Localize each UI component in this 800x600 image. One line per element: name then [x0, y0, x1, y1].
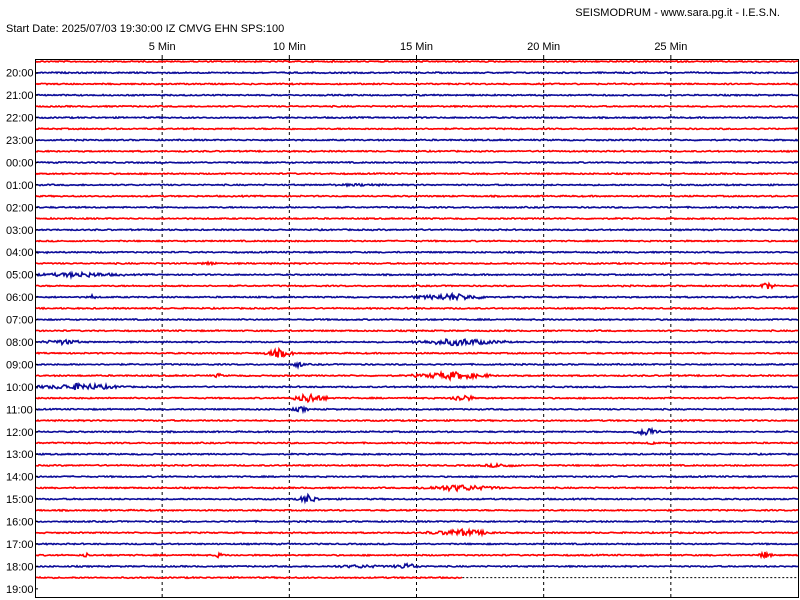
seismic-trace-row	[35, 291, 799, 302]
y-time-label: 13:00	[6, 449, 34, 461]
y-time-label: 03:00	[6, 225, 34, 237]
y-time-label: 09:00	[6, 359, 34, 371]
seismic-trace-row	[35, 418, 799, 423]
seismic-trace-row	[35, 59, 799, 64]
seismic-trace-row	[35, 104, 799, 109]
y-time-label: 07:00	[6, 315, 34, 327]
y-time-label: 19:00	[6, 584, 34, 596]
seismic-trace-row	[35, 328, 799, 333]
seismic-trace-row	[35, 281, 799, 290]
y-time-label: 17:00	[6, 539, 34, 551]
y-time-label: 20:00	[6, 68, 34, 80]
seismic-trace-row	[35, 426, 799, 437]
x-axis-ticks: 5 Min 10 Min 15 Min 20 Min 25 Min	[149, 41, 687, 60]
y-time-label: 02:00	[6, 202, 34, 214]
seismic-trace-row	[35, 508, 799, 513]
y-axis-time-labels: 20:00 21:00 22:00 23:00 00:00 01:00 02:00 03:00…	[6, 68, 38, 596]
x-tick-label: 10 Min	[273, 41, 306, 53]
seismic-trace-row	[35, 317, 799, 322]
x-tick-label: 20 Min	[527, 41, 560, 53]
seismic-trace-row	[35, 369, 799, 382]
seismic-trace-row	[35, 562, 799, 569]
y-time-label: 08:00	[6, 337, 34, 349]
y-time-label: 16:00	[6, 517, 34, 529]
seismic-trace-row	[35, 115, 799, 120]
seismic-trace-row	[35, 461, 799, 469]
y-time-label: 22:00	[6, 113, 34, 125]
seismic-trace-row	[35, 542, 799, 546]
seismic-trace-row	[35, 474, 799, 479]
seismic-trace-row	[35, 381, 799, 391]
seismic-trace-row	[35, 575, 463, 580]
seismic-trace-row	[35, 440, 799, 446]
seismic-trace-row	[35, 346, 799, 358]
seismic-trace-row	[35, 527, 799, 538]
seismic-trace-row	[35, 260, 799, 267]
seismic-trace-row	[35, 239, 799, 243]
seismic-trace-row	[35, 492, 798, 505]
seismic-trace-row	[35, 149, 799, 154]
seismic-trace-row	[35, 93, 799, 97]
y-time-label: 15:00	[6, 494, 34, 506]
y-time-label: 14:00	[6, 472, 34, 484]
x-tick-label: 5 Min	[149, 41, 176, 53]
start-date-info: Start Date: 2025/07/03 19:30:00 IZ CMVG …	[6, 23, 284, 35]
seismic-trace-row	[35, 338, 799, 347]
seismic-trace-row	[35, 270, 799, 281]
y-time-label: 21:00	[6, 90, 34, 102]
seismic-trace-row	[35, 404, 799, 415]
x-tick-label: 25 Min	[654, 41, 687, 53]
seismic-trace-row	[35, 70, 799, 75]
seismic-trace-row	[35, 227, 799, 232]
y-time-label: 23:00	[6, 135, 34, 147]
seismic-trace-row	[35, 452, 799, 457]
seismic-trace-row	[35, 306, 799, 311]
seismic-trace-row	[35, 361, 799, 370]
y-time-label: 00:00	[6, 157, 34, 169]
seismic-trace-row	[35, 250, 799, 255]
seismic-trace-row	[35, 205, 799, 210]
seismic-trace-row	[35, 550, 799, 560]
seismic-trace-row	[35, 160, 799, 165]
seismic-trace-row	[35, 138, 799, 142]
y-time-label: 18:00	[6, 561, 34, 573]
seismic-trace-row	[35, 519, 799, 524]
seismic-trace-row	[35, 182, 799, 188]
seismic-trace-row	[35, 171, 799, 176]
seismic-trace-row	[35, 216, 799, 221]
y-time-label: 10:00	[6, 382, 34, 394]
seismic-traces	[35, 59, 799, 580]
x-tick-label: 15 Min	[400, 41, 433, 53]
seismic-trace-row	[35, 82, 799, 86]
seismic-trace-row	[35, 484, 799, 493]
y-time-label: 06:00	[6, 292, 34, 304]
y-time-label: 05:00	[6, 270, 34, 282]
y-time-label: 12:00	[6, 427, 34, 439]
y-time-label: 04:00	[6, 247, 34, 259]
seismic-trace-row	[35, 127, 799, 131]
header-title: SEISMODRUM - www.sara.pg.it - I.E.S.N.	[575, 7, 780, 19]
plot-frame	[35, 59, 799, 598]
seismic-trace-row	[35, 392, 799, 404]
y-time-label: 11:00	[6, 404, 33, 416]
y-time-label: 01:00	[6, 180, 34, 192]
seismic-trace-row	[35, 194, 799, 199]
